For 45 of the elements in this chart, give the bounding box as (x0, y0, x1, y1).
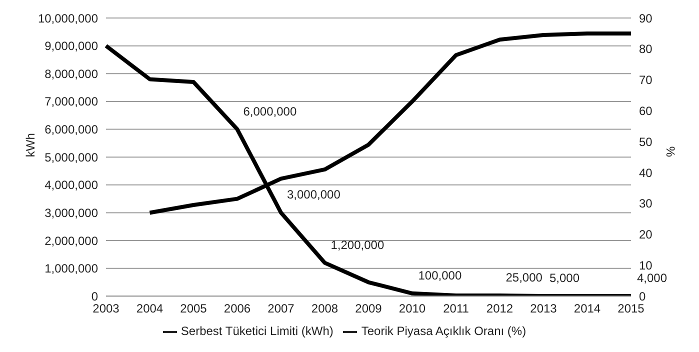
x-tick-label: 2015 (618, 302, 645, 316)
data-label: 6,000,000 (243, 104, 297, 118)
x-tick-label: 2010 (398, 302, 426, 316)
y-tick-label: 3,000,000 (44, 206, 98, 220)
x-tick-label: 2005 (180, 302, 208, 316)
data-label: 3,000,000 (287, 188, 341, 202)
data-label: 4,000 (637, 271, 668, 286)
x-tick-label: 2006 (224, 302, 251, 316)
y-tick-label: 0 (91, 289, 98, 304)
x-tick-label: 2004 (136, 302, 164, 316)
y-tick-label: 10,000,000 (38, 11, 98, 26)
y2-tick-label: 0 (639, 289, 646, 304)
data-label: 5,000 (550, 271, 580, 286)
x-tick-label: 2011 (443, 302, 470, 316)
y-tick-label: 5,000,000 (44, 150, 98, 164)
x-tick-label: 2007 (268, 302, 295, 316)
y2-tick-label: 60 (639, 104, 653, 118)
y-tick-label: 7,000,000 (44, 94, 98, 109)
y-tick-label: 1,000,000 (44, 262, 98, 276)
y2-tick-label: 90 (639, 11, 653, 26)
y-axis-title: kWh (23, 133, 38, 158)
y-tick-label: 2,000,000 (44, 234, 98, 248)
y2-tick-label: 10 (639, 258, 653, 273)
x-tick-label: 2013 (530, 302, 558, 316)
x-tick-label: 2003 (92, 302, 120, 316)
y2-axis-title: % (664, 146, 678, 158)
y-tick-label: 6,000,000 (44, 122, 98, 137)
data-label: 100,000 (418, 268, 462, 282)
legend-label: Teorik Piyasa Açıklık Oranı (%) (361, 324, 526, 338)
x-tick-label: 2014 (574, 302, 601, 316)
legend-label: Serbest Tüketici Limiti (kWh) (180, 324, 334, 338)
y-tick-label: 8,000,000 (44, 66, 98, 81)
y2-tick-label: 50 (639, 134, 653, 149)
x-tick-label: 2008 (311, 302, 338, 316)
x-tick-label: 2012 (486, 302, 514, 316)
data-label: 1,200,000 (330, 238, 384, 252)
y2-tick-label: 20 (639, 228, 653, 242)
y-tick-label: 4,000,000 (44, 178, 98, 192)
y2-tick-label: 30 (639, 196, 653, 211)
y2-tick-label: 40 (639, 166, 653, 180)
data-label: 25,000 (506, 270, 543, 284)
x-tick-label: 2009 (355, 302, 382, 316)
y-tick-label: 9,000,000 (44, 39, 98, 54)
y2-tick-label: 80 (639, 42, 653, 56)
y2-tick-label: 70 (639, 73, 653, 88)
